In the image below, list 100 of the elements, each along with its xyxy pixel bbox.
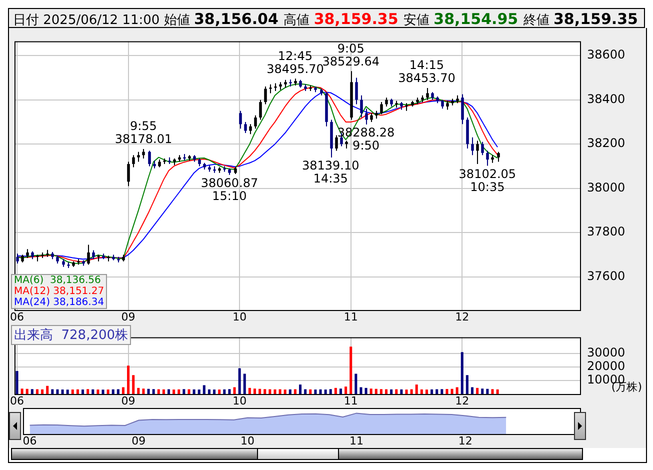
series-label: MA(6) 38,136.56 — [14, 275, 102, 286]
bar — [76, 389, 79, 394]
bar — [218, 390, 221, 394]
x-tick-label: 12 — [455, 310, 470, 324]
bar — [319, 389, 322, 394]
bar — [162, 389, 165, 394]
bar — [476, 388, 479, 394]
bar — [374, 388, 378, 394]
bar — [410, 389, 413, 394]
bar — [294, 389, 296, 394]
bar — [46, 386, 49, 394]
y-tick-label: 38000 — [587, 180, 626, 194]
bar — [36, 389, 39, 394]
bar — [116, 389, 120, 394]
bar — [314, 390, 317, 394]
bar — [243, 374, 246, 394]
bar — [132, 375, 135, 394]
bar — [112, 389, 114, 394]
x-tick-label: 12 — [458, 434, 472, 448]
bar — [274, 389, 276, 394]
y-tick-label: 38600 — [587, 48, 626, 62]
candlestick — [142, 148, 145, 159]
bar — [122, 387, 124, 394]
bar — [309, 389, 312, 394]
bar — [20, 388, 24, 394]
bar — [329, 389, 332, 394]
bar — [470, 387, 474, 394]
bar — [268, 389, 272, 394]
bar — [182, 389, 186, 394]
candlestick — [365, 108, 368, 126]
bar — [304, 389, 307, 394]
candlestick — [355, 77, 358, 105]
candlestick — [471, 136, 474, 156]
chart-title: 出来高 728,200株 — [11, 325, 132, 345]
annotation: 38060.87 15:10 — [200, 176, 258, 203]
bar — [460, 352, 464, 394]
candlestick — [274, 82, 277, 92]
candlestick — [264, 86, 267, 105]
bar — [96, 390, 100, 394]
candlestick — [87, 244, 90, 266]
bar — [264, 389, 266, 394]
bar — [481, 388, 484, 394]
bar — [178, 389, 180, 394]
candlestick — [405, 102, 408, 112]
candlestick — [360, 94, 363, 118]
candlestick — [239, 110, 242, 130]
bar — [106, 390, 110, 394]
candlestick — [380, 102, 383, 115]
bar — [172, 390, 176, 394]
bar — [299, 384, 302, 394]
x-tick-label: 10 — [232, 394, 247, 408]
bar — [147, 388, 150, 394]
bar — [456, 387, 458, 394]
bar — [360, 387, 362, 394]
x-tick-label: 11 — [344, 310, 358, 324]
bar — [430, 389, 434, 394]
x-tick-label: 06 — [22, 434, 37, 448]
bar — [213, 390, 216, 394]
bar — [152, 389, 155, 394]
bar — [238, 368, 241, 394]
bar — [400, 389, 403, 394]
bar — [324, 390, 327, 394]
candlestick — [461, 94, 464, 125]
bar — [380, 389, 382, 394]
bar — [92, 389, 94, 394]
bar — [198, 390, 200, 394]
bar — [350, 346, 352, 394]
x-tick-label: 09 — [121, 310, 136, 324]
bar — [233, 387, 236, 394]
bar — [188, 389, 190, 394]
x-tick-label: 10 — [240, 434, 255, 448]
bar — [278, 389, 282, 394]
bar — [339, 388, 342, 394]
candlestick — [481, 141, 484, 156]
candlestick — [244, 121, 247, 134]
candlestick — [127, 161, 130, 187]
bar — [167, 389, 170, 394]
bar — [420, 389, 423, 394]
bar — [102, 390, 104, 394]
candlestick — [137, 151, 140, 162]
bar — [425, 390, 428, 394]
bar — [491, 389, 494, 394]
candlestick — [16, 253, 19, 264]
bar — [208, 389, 210, 394]
bar — [446, 388, 448, 394]
bar — [486, 388, 489, 394]
bar — [223, 389, 226, 394]
y-tick-label: 37600 — [587, 268, 626, 283]
candlestick — [476, 140, 479, 164]
candlestick — [132, 154, 135, 168]
y-tick-label: 30000 — [587, 346, 626, 360]
bar — [127, 366, 130, 394]
bar — [405, 390, 408, 394]
annotation: 14:15 38453.70 — [398, 58, 456, 86]
candlestick — [426, 87, 429, 100]
bar — [192, 389, 196, 394]
x-tick-label: 06 — [10, 310, 24, 324]
y-tick-label: 38400 — [587, 92, 626, 106]
bar — [334, 388, 337, 394]
bar — [56, 389, 59, 394]
